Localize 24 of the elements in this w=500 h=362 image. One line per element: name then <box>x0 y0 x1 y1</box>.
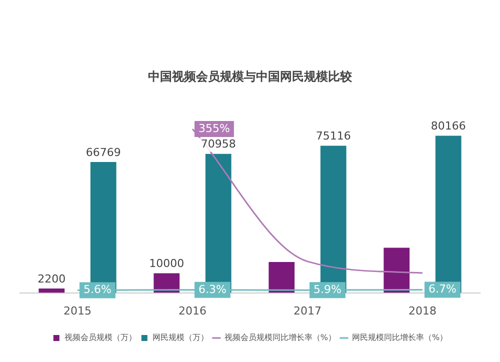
data-label: 70958 <box>200 138 236 151</box>
x-tick-label: 2017 <box>294 304 322 318</box>
data-label: 2200 <box>38 272 66 286</box>
data-label: 66769 <box>86 146 121 159</box>
bar <box>268 262 295 293</box>
bar <box>154 273 180 293</box>
data-label: 5.9% <box>313 282 342 296</box>
x-tick-label: 2018 <box>408 304 436 318</box>
data-label: 6.7% <box>428 282 456 296</box>
data-label: 10000 <box>149 257 184 270</box>
chart-title: 中国视频会员规模与中国网民规模比较 <box>148 69 353 84</box>
legend-label: 视频会员规模（万） <box>64 333 136 342</box>
bar <box>384 248 410 293</box>
data-label: 6.3% <box>198 282 226 296</box>
x-tick-label: 2015 <box>64 304 92 318</box>
data-label: 5.6% <box>83 283 112 296</box>
bar <box>38 288 65 293</box>
data-label: 355% <box>198 122 230 135</box>
data-label: 75116 <box>316 130 351 143</box>
legend-label: 网民规模（万） <box>152 333 208 342</box>
x-tick-label: 2016 <box>178 304 206 318</box>
legend-label: 网民规模同比增长率（%） <box>352 333 448 342</box>
legend-label: 视频会员规模同比增长率（%） <box>224 333 336 342</box>
data-label: 80166 <box>430 120 466 133</box>
